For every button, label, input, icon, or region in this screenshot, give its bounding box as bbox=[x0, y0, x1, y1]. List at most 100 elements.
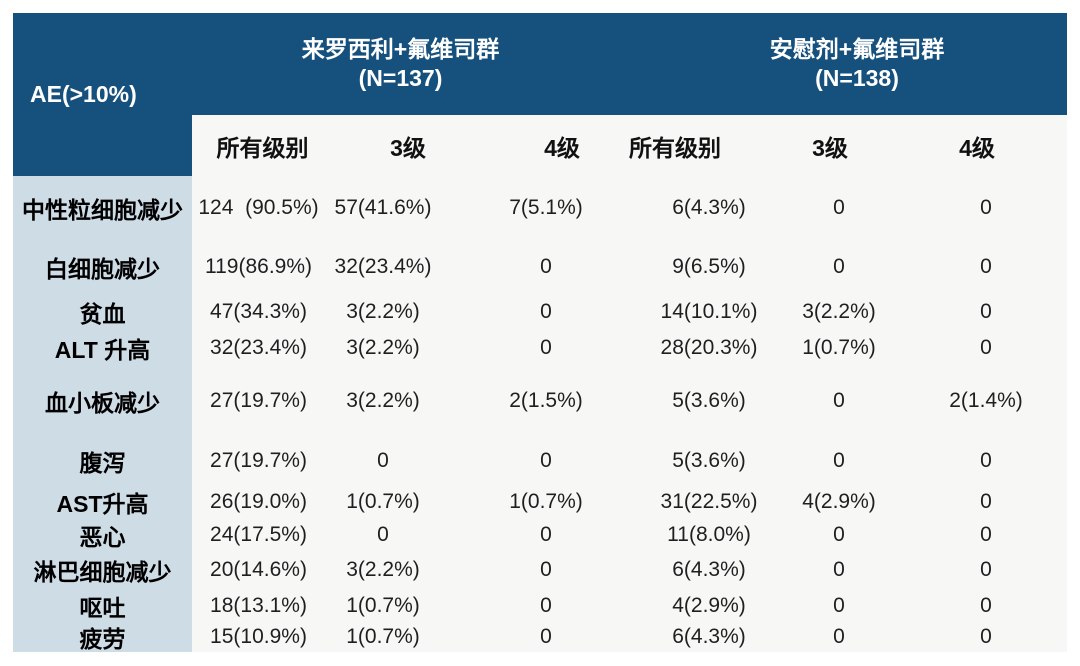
row-label: 恶心 bbox=[13, 519, 192, 550]
group-header-treatment: 来罗西利+氟维司群 (N=137) bbox=[192, 13, 609, 115]
data-cell: 1(0.7%) bbox=[773, 330, 905, 365]
data-cell: 27(19.7%) bbox=[192, 437, 325, 485]
data-cell: 31(22.5%) bbox=[615, 485, 773, 519]
data-cell: 18(13.1%) bbox=[192, 589, 325, 622]
data-cell: 6(4.3%) bbox=[615, 550, 773, 589]
row-label: 白细胞减少 bbox=[13, 240, 192, 293]
table-row: AST升高 26(19.0%) 1(0.7%) 1(0.7%) 31(22.5%… bbox=[13, 485, 1067, 519]
data-cell: 3(2.2%) bbox=[325, 550, 465, 589]
data-cell: 0 bbox=[905, 622, 1067, 652]
data-cell: 0 bbox=[905, 330, 1067, 365]
data-cell: 0 bbox=[465, 622, 615, 652]
data-cell: 0 bbox=[465, 589, 615, 622]
table-row: 疲劳 15(10.9%) 1(0.7%) 0 6(4.3%) 0 0 bbox=[13, 622, 1067, 652]
column-header-all-grades-1: 所有级别 bbox=[216, 134, 309, 161]
data-cell: 4(2.9%) bbox=[615, 589, 773, 622]
data-cell: 20(14.6%) bbox=[192, 550, 325, 589]
row-label: 腹泻 bbox=[13, 437, 192, 485]
data-cell: 11(8.0%) bbox=[615, 519, 773, 550]
data-cell: 24(17.5%) bbox=[192, 519, 325, 550]
data-cell: 47(34.3%) bbox=[192, 293, 325, 330]
group-header-placebo-title: 安慰剂+氟维司群 bbox=[769, 36, 945, 62]
row-label: 淋巴细胞减少 bbox=[13, 550, 192, 589]
data-cell: 26(19.0%) bbox=[192, 485, 325, 519]
table-row: 中性粒细胞减少 124 (90.5%) 57(41.6%) 7(5.1%) 6(… bbox=[13, 176, 1067, 240]
data-cell: 0 bbox=[905, 550, 1067, 589]
row-label: 呕吐 bbox=[13, 589, 192, 622]
data-cell: 1(0.7%) bbox=[325, 622, 465, 652]
data-cell: 0 bbox=[905, 519, 1067, 550]
data-cell: 32(23.4%) bbox=[325, 240, 465, 293]
data-cell: 0 bbox=[465, 550, 615, 589]
column-header-grade4-1: 4级 bbox=[544, 134, 580, 161]
data-cell: 3(2.2%) bbox=[325, 293, 465, 330]
data-cell: 2(1.5%) bbox=[465, 365, 615, 437]
data-cell: 0 bbox=[773, 437, 905, 485]
data-cell: 3(2.2%) bbox=[325, 365, 465, 437]
adverse-events-table: AE(>10%) 来罗西利+氟维司群 (N=137) 安慰剂+氟维司群 (N=1… bbox=[13, 13, 1067, 652]
data-cell: 0 bbox=[465, 519, 615, 550]
data-cell: 28(20.3%) bbox=[615, 330, 773, 365]
data-cell: 2(1.4%) bbox=[905, 365, 1067, 437]
data-cell: 0 bbox=[465, 293, 615, 330]
row-label: 血小板减少 bbox=[13, 365, 192, 437]
data-cell: 9(6.5%) bbox=[615, 240, 773, 293]
data-cell: 0 bbox=[773, 589, 905, 622]
data-cell: 7(5.1%) bbox=[465, 176, 615, 240]
column-header-row: 所有级别 3级 4级 所有级别 3级 4级 bbox=[192, 115, 1067, 176]
data-cell: 3(2.2%) bbox=[773, 293, 905, 330]
group-header-placebo-n: (N=138) bbox=[815, 65, 899, 91]
row-label: 疲劳 bbox=[13, 622, 192, 652]
column-header-grade3-1: 3级 bbox=[390, 134, 426, 161]
row-label: 贫血 bbox=[13, 293, 192, 330]
data-cell: 1(0.7%) bbox=[325, 485, 465, 519]
table-row: 血小板减少 27(19.7%) 3(2.2%) 2(1.5%) 5(3.6%) … bbox=[13, 365, 1067, 437]
data-cell: 6(4.3%) bbox=[615, 622, 773, 652]
data-cell: 0 bbox=[465, 437, 615, 485]
data-cell: 6(4.3%) bbox=[615, 176, 773, 240]
data-cell: 0 bbox=[325, 519, 465, 550]
row-label: 中性粒细胞减少 bbox=[13, 176, 192, 240]
data-cell: 27(19.7%) bbox=[192, 365, 325, 437]
data-cell: 14(10.1%) bbox=[615, 293, 773, 330]
table-row: 淋巴细胞减少 20(14.6%) 3(2.2%) 0 6(4.3%) 0 0 bbox=[13, 550, 1067, 589]
data-cell: 0 bbox=[905, 176, 1067, 240]
row-label: ALT 升高 bbox=[13, 330, 192, 365]
data-cell: 5(3.6%) bbox=[615, 437, 773, 485]
data-cell: 5(3.6%) bbox=[615, 365, 773, 437]
table-row: ALT 升高 32(23.4%) 3(2.2%) 0 28(20.3%) 1(0… bbox=[13, 330, 1067, 365]
table-body: 中性粒细胞减少 124 (90.5%) 57(41.6%) 7(5.1%) 6(… bbox=[13, 176, 1067, 652]
data-cell: 124 (90.5%) bbox=[192, 176, 325, 240]
column-header-grade3-2: 3级 bbox=[812, 134, 848, 161]
corner-header-label: AE(>10%) bbox=[30, 81, 137, 107]
data-cell: 1(0.7%) bbox=[325, 589, 465, 622]
data-cell: 0 bbox=[905, 485, 1067, 519]
data-cell: 4(2.9%) bbox=[773, 485, 905, 519]
data-cell: 32(23.4%) bbox=[192, 330, 325, 365]
column-header-grade4-2: 4级 bbox=[959, 134, 995, 161]
group-header-treatment-title: 来罗西利+氟维司群 bbox=[301, 36, 500, 62]
data-cell: 0 bbox=[325, 437, 465, 485]
data-cell: 0 bbox=[773, 365, 905, 437]
data-cell: 0 bbox=[465, 330, 615, 365]
table-row: 呕吐 18(13.1%) 1(0.7%) 0 4(2.9%) 0 0 bbox=[13, 589, 1067, 622]
data-cell: 0 bbox=[773, 550, 905, 589]
corner-header-cell: AE(>10%) bbox=[13, 13, 192, 176]
data-cell: 57(41.6%) bbox=[325, 176, 465, 240]
table-row: 白细胞减少 119(86.9%) 32(23.4%) 0 9(6.5%) 0 0 bbox=[13, 240, 1067, 293]
table-row: 腹泻 27(19.7%) 0 0 5(3.6%) 0 0 bbox=[13, 437, 1067, 485]
table-header: AE(>10%) 来罗西利+氟维司群 (N=137) 安慰剂+氟维司群 (N=1… bbox=[13, 13, 1067, 176]
data-cell: 0 bbox=[773, 240, 905, 293]
data-cell: 1(0.7%) bbox=[465, 485, 615, 519]
data-cell: 0 bbox=[905, 293, 1067, 330]
data-cell: 0 bbox=[905, 240, 1067, 293]
data-cell: 0 bbox=[773, 176, 905, 240]
table-row: 贫血 47(34.3%) 3(2.2%) 0 14(10.1%) 3(2.2%)… bbox=[13, 293, 1067, 330]
group-header-placebo: 安慰剂+氟维司群 (N=138) bbox=[609, 13, 1067, 115]
data-cell: 0 bbox=[905, 437, 1067, 485]
data-cell: 119(86.9%) bbox=[192, 240, 325, 293]
data-cell: 0 bbox=[773, 519, 905, 550]
data-cell: 3(2.2%) bbox=[325, 330, 465, 365]
column-header-all-grades-2: 所有级别 bbox=[629, 134, 721, 161]
data-cell: 15(10.9%) bbox=[192, 622, 325, 652]
